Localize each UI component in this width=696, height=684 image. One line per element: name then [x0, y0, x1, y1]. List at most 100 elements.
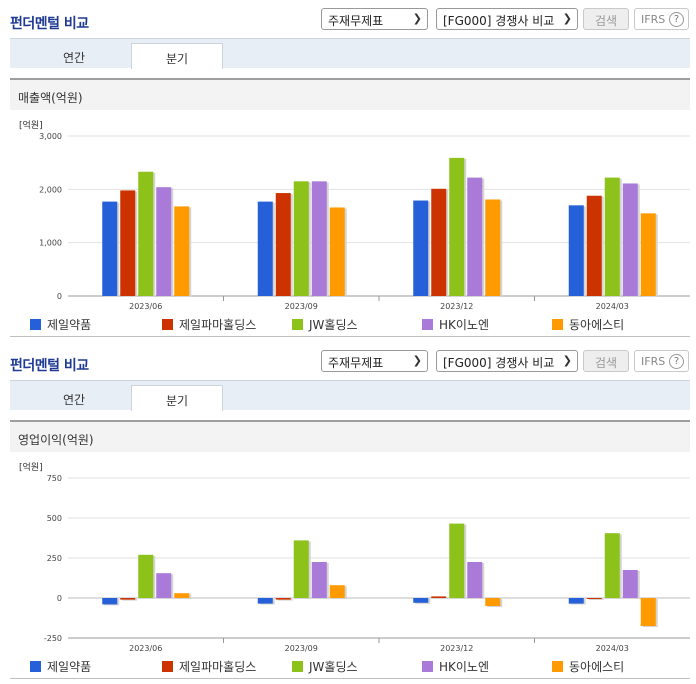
bar	[431, 188, 447, 296]
competitor-compare-select[interactable]: [FG000] 경쟁사 비교 ❯	[436, 350, 578, 372]
x-tick-label: 2023/06	[129, 302, 162, 311]
bar	[622, 570, 638, 598]
y-tick-label: 500	[47, 514, 62, 523]
legend-item[interactable]: 제일파마홀딩스	[162, 658, 256, 674]
bar-shadow	[277, 599, 293, 601]
x-tick-label: 2023/09	[285, 644, 318, 653]
tab-annual[interactable]: 연간	[62, 51, 86, 65]
legend-item[interactable]: 동아에스티	[552, 658, 624, 674]
legend-swatch	[552, 661, 563, 672]
bar	[640, 598, 656, 626]
bar	[467, 562, 483, 598]
x-tick-label: 2023/06	[129, 644, 162, 653]
financial-statement-select-value: 주재무제표	[328, 14, 384, 28]
metric-title: 매출액(억원)	[18, 91, 83, 105]
legend-item[interactable]: 제일약품	[30, 316, 91, 332]
legend-label: HK이노엔	[439, 318, 490, 332]
legend-label: JW홀딩스	[309, 318, 358, 332]
competitor-compare-select[interactable]: [FG000] 경쟁사 비교 ❯	[436, 8, 578, 30]
y-tick-label: 250	[47, 554, 62, 563]
bar	[568, 598, 584, 604]
chevron-down-icon: ❯	[562, 12, 572, 25]
x-tick-label: 2023/12	[440, 302, 473, 311]
bar	[604, 533, 620, 598]
help-icon[interactable]: ?	[669, 12, 684, 27]
fundamental-panel-sales: 펀더멘털 비교 주재무제표 ❯ [FG000] 경쟁사 비교 ❯ 검색 IFRS…	[0, 0, 696, 337]
search-button[interactable]: 검색	[583, 350, 629, 372]
operating-profit-chart: 영업이익(억원) [억원] -250 0 250 500 750 2023/06 2023/…	[10, 420, 690, 679]
bar	[485, 199, 501, 296]
financial-statement-select[interactable]: 주재무제표 ❯	[321, 350, 428, 372]
legend-item[interactable]: HK이노엔	[422, 658, 489, 674]
divider	[10, 678, 690, 679]
legend-item[interactable]: HK이노엔	[422, 316, 489, 332]
bar	[329, 585, 345, 598]
bar	[622, 183, 638, 296]
bar	[311, 562, 327, 598]
metric-header: 매출액(억원)	[10, 78, 690, 110]
bar	[604, 177, 620, 296]
help-icon[interactable]: ?	[669, 354, 684, 369]
bar	[120, 598, 136, 600]
legend-item[interactable]: 동아에스티	[552, 316, 624, 332]
bar	[275, 193, 291, 296]
tab-annual[interactable]: 연간	[62, 393, 86, 407]
legend-swatch	[552, 319, 563, 330]
bar	[174, 206, 190, 296]
bar	[257, 201, 273, 296]
bar	[640, 213, 656, 296]
y-tick-label: 1,000	[39, 239, 62, 248]
bar	[102, 201, 118, 296]
panel-header: 펀더멘털 비교 주재무제표 ❯ [FG000] 경쟁사 비교 ❯ 검색 IFRS…	[0, 342, 696, 380]
tab-quarterly[interactable]: 분기	[131, 385, 223, 411]
bar	[586, 598, 602, 599]
chart-legend: 제일약품 제일파마홀딩스 JW홀딩스 HK이노엔 동아에스티	[30, 658, 690, 674]
bar-shadow	[122, 599, 138, 601]
fundamental-panel-operating-profit: 펀더멘털 비교 주재무제표 ❯ [FG000] 경쟁사 비교 ❯ 검색 IFRS…	[0, 342, 696, 684]
bar	[293, 181, 309, 296]
legend-swatch	[422, 319, 433, 330]
bar	[311, 181, 327, 296]
tab-quarterly[interactable]: 분기	[131, 43, 223, 69]
panel-title: 펀더멘털 비교	[10, 16, 89, 32]
legend-swatch	[162, 661, 173, 672]
panel-header: 펀더멘털 비교 주재무제표 ❯ [FG000] 경쟁사 비교 ❯ 검색 IFRS…	[0, 0, 696, 38]
y-tick-label: 2,000	[39, 185, 62, 194]
ifrs-button[interactable]: IFRS ?	[634, 350, 689, 372]
chevron-down-icon: ❯	[562, 354, 572, 367]
bar	[257, 598, 273, 604]
legend-item[interactable]: 제일약품	[30, 658, 91, 674]
competitor-compare-select-value: [FG000] 경쟁사 비교	[443, 356, 555, 370]
y-tick-label: 3,000	[39, 132, 62, 141]
operating-profit-bar-chart: -250 0 250 500 750 2023/06 2023/09 2023/12 2024/…	[44, 474, 690, 653]
legend-item[interactable]: 제일파마홀딩스	[162, 316, 256, 332]
bar	[138, 554, 154, 598]
chevron-down-icon: ❯	[412, 354, 422, 367]
sales-chart: 매출액(억원) [억원] 0 1,000 2,000 3,000 2023/06 2023…	[10, 78, 690, 337]
bar	[413, 200, 429, 296]
y-tick-label: 0	[57, 292, 62, 301]
legend-swatch	[292, 661, 303, 672]
legend-swatch	[30, 319, 41, 330]
bar	[431, 596, 447, 598]
ifrs-label: IFRS	[641, 13, 666, 26]
bar	[449, 523, 465, 598]
financial-statement-select[interactable]: 주재무제표 ❯	[321, 8, 428, 30]
y-tick-label: 750	[47, 474, 62, 483]
search-button[interactable]: 검색	[583, 8, 629, 30]
competitor-compare-select-value: [FG000] 경쟁사 비교	[443, 14, 555, 28]
panel-title: 펀더멘털 비교	[10, 358, 89, 374]
legend-item[interactable]: JW홀딩스	[292, 658, 358, 674]
chevron-down-icon: ❯	[412, 12, 422, 25]
bar	[586, 195, 602, 296]
unit-label: [억원]	[19, 121, 43, 131]
x-tick-label: 2023/09	[285, 302, 318, 311]
bar	[329, 207, 345, 296]
bar	[467, 177, 483, 296]
legend-item[interactable]: JW홀딩스	[292, 316, 358, 332]
divider	[10, 336, 690, 337]
sales-bar-chart: 0 1,000 2,000 3,000 2023/06 2023/09 2023/12 202…	[39, 132, 690, 311]
ifrs-button[interactable]: IFRS ?	[634, 8, 689, 30]
bar	[449, 157, 465, 296]
bar	[156, 187, 172, 296]
